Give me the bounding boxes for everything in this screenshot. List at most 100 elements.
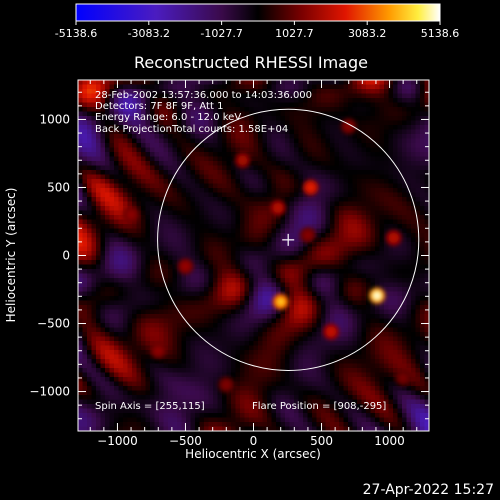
heatmap-cell xyxy=(289,165,295,171)
heatmap-cell xyxy=(388,120,394,126)
heatmap-cell xyxy=(406,251,412,257)
heatmap-cell xyxy=(307,264,313,270)
heatmap-cell xyxy=(132,246,138,252)
heatmap-cell xyxy=(276,143,282,149)
heatmap-cell xyxy=(307,125,313,131)
heatmap-cell xyxy=(370,363,376,369)
heatmap-cell xyxy=(258,327,264,333)
heatmap-cell xyxy=(78,287,84,293)
heatmap-cell xyxy=(303,354,309,360)
heatmap-cell xyxy=(402,165,408,171)
heatmap-cell xyxy=(199,161,205,167)
heatmap-cell xyxy=(159,161,165,167)
heatmap-cell xyxy=(217,170,223,176)
heatmap-cell xyxy=(303,174,309,180)
heatmap-cell xyxy=(222,98,228,104)
heatmap-cell xyxy=(393,291,399,297)
heatmap-cell xyxy=(181,120,187,126)
heatmap-cell xyxy=(249,80,255,86)
heatmap-cell xyxy=(136,233,142,239)
heatmap-cell xyxy=(78,314,84,320)
heatmap-cell xyxy=(114,336,120,342)
heatmap-cell xyxy=(303,273,309,279)
heatmap-cell xyxy=(226,278,232,284)
heatmap-cell xyxy=(123,291,129,297)
heatmap-cell xyxy=(163,152,169,158)
heatmap-cell xyxy=(91,183,97,189)
heatmap-cell xyxy=(393,354,399,360)
heatmap-cell xyxy=(244,188,250,194)
heatmap-cell xyxy=(150,296,156,302)
heatmap-cell xyxy=(118,273,124,279)
heatmap-cell xyxy=(388,291,394,297)
heatmap-cell xyxy=(375,98,381,104)
heatmap-cell xyxy=(411,354,417,360)
heatmap-cell xyxy=(78,179,84,185)
heatmap-cell xyxy=(262,93,268,99)
heatmap-cell xyxy=(87,264,93,270)
heatmap-cell xyxy=(204,224,210,230)
heatmap-cell xyxy=(105,183,111,189)
heatmap-cell xyxy=(163,206,169,212)
heatmap-cell xyxy=(159,278,165,284)
heatmap-cell xyxy=(141,363,147,369)
heatmap-cell xyxy=(100,80,106,86)
heatmap-cell xyxy=(325,179,331,185)
heatmap-cell xyxy=(217,363,223,369)
heatmap-cell xyxy=(199,134,205,140)
heatmap-cell xyxy=(249,215,255,221)
heatmap-cell xyxy=(267,224,273,230)
heatmap-cell xyxy=(96,305,102,311)
heatmap-cell xyxy=(379,359,385,365)
heatmap-cell xyxy=(393,345,399,351)
heatmap-cell xyxy=(199,269,205,275)
heatmap-cell xyxy=(294,305,300,311)
heatmap-cell xyxy=(100,363,106,369)
heatmap-cell xyxy=(357,134,363,140)
heatmap-cell xyxy=(388,296,394,302)
heatmap-cell xyxy=(357,125,363,131)
heatmap-cell xyxy=(163,251,169,257)
heatmap-cell xyxy=(420,161,426,167)
heatmap-cell xyxy=(132,174,138,180)
heatmap-cell xyxy=(244,147,250,153)
heatmap-cell xyxy=(334,102,340,108)
heatmap-cell xyxy=(393,314,399,320)
heatmap-cell xyxy=(114,129,120,135)
heatmap-cell xyxy=(150,237,156,243)
heatmap-cell xyxy=(379,125,385,131)
heatmap-cell xyxy=(253,354,259,360)
heatmap-cell xyxy=(424,224,429,230)
heatmap-cell xyxy=(150,116,156,122)
heatmap-cell xyxy=(361,363,367,369)
heatmap-cell xyxy=(402,161,408,167)
heatmap-cell xyxy=(217,152,223,158)
heatmap-cell xyxy=(150,89,156,95)
heatmap-cell xyxy=(159,260,165,266)
heatmap-cell xyxy=(150,291,156,297)
heatmap-cell xyxy=(145,80,151,86)
heatmap-cell xyxy=(145,282,151,288)
heatmap-cell xyxy=(100,143,106,149)
heatmap-cell xyxy=(384,143,390,149)
heatmap-cell xyxy=(357,273,363,279)
heatmap-cell xyxy=(204,161,210,167)
heatmap-cell xyxy=(375,309,381,315)
heatmap-cell xyxy=(379,165,385,171)
heatmap-cell xyxy=(177,93,183,99)
heatmap-cell xyxy=(312,287,318,293)
heatmap-cell xyxy=(393,300,399,306)
heatmap-cell xyxy=(388,80,394,86)
heatmap-cell xyxy=(96,120,102,126)
heatmap-cell xyxy=(186,206,192,212)
heatmap-cell xyxy=(343,363,349,369)
heatmap-cell xyxy=(285,152,291,158)
heatmap-cell xyxy=(213,228,219,234)
heatmap-cell xyxy=(78,318,84,324)
heatmap-cell xyxy=(316,201,322,207)
heatmap-cell xyxy=(258,305,264,311)
heatmap-cell xyxy=(163,273,169,279)
heatmap-cell xyxy=(91,192,97,198)
heatmap-cell xyxy=(307,80,313,86)
heatmap-cell xyxy=(190,345,196,351)
